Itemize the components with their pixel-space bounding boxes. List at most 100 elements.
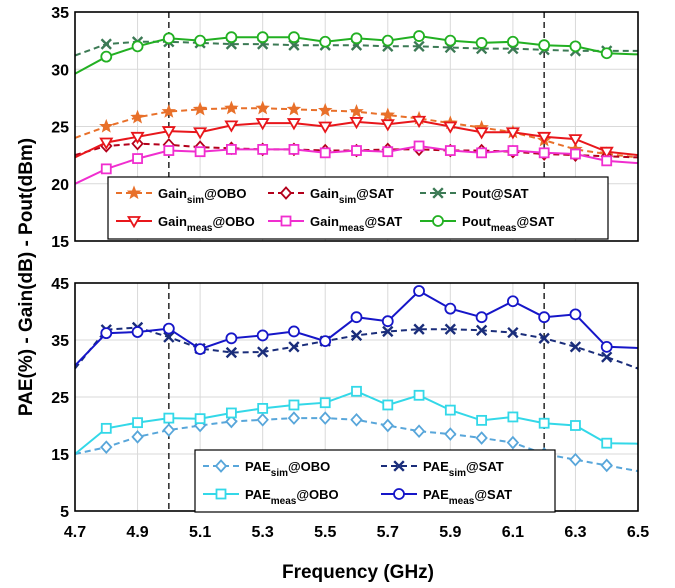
- data-point: [538, 147, 550, 159]
- data-point: [475, 311, 488, 324]
- data-point: [288, 325, 300, 338]
- x-tick-label: 5.3: [252, 524, 274, 541]
- data-point: [132, 153, 143, 164]
- data-point: [507, 411, 519, 423]
- data-point: [411, 115, 427, 129]
- y-tick-label: 25: [51, 120, 69, 137]
- data-point: [319, 335, 332, 348]
- x-tick-label: 5.9: [439, 524, 461, 541]
- series-pae-meas-sat: [74, 285, 639, 367]
- data-point: [413, 389, 425, 401]
- x-tick-label: 6.5: [627, 524, 649, 541]
- legend-entry: PAEsim@OBO: [203, 459, 330, 479]
- data-point: [538, 417, 550, 429]
- plot-frame: [74, 11, 639, 242]
- legend-label: Gainsim@SAT: [310, 186, 394, 206]
- data-point: [349, 104, 364, 118]
- legend: PAEsim@OBO PAEsim@SAT PAEmeas@OBO PAEmeas@S…: [194, 449, 556, 513]
- data-point: [413, 30, 425, 42]
- legend-label: Gainmeas@OBO: [158, 214, 255, 234]
- data-point: [351, 145, 362, 156]
- data-point: [163, 145, 175, 156]
- series-pout-meas-sat: [74, 30, 639, 75]
- data-point: [162, 32, 175, 45]
- data-point: [100, 38, 112, 50]
- legend-box: [107, 176, 609, 240]
- data-point: [507, 145, 519, 156]
- data-point: [99, 137, 114, 150]
- data-point: [194, 34, 207, 47]
- data-point: [162, 423, 176, 437]
- data-point: [131, 430, 144, 444]
- legend-entry: Gainsim@OBO: [116, 185, 246, 206]
- data-point: [475, 37, 488, 49]
- data-point: [413, 285, 425, 297]
- data-point: [601, 351, 613, 363]
- data-point: [506, 435, 520, 450]
- series-pae-meas-obo: [74, 385, 639, 455]
- data-point: [255, 118, 270, 131]
- data-point: [444, 145, 456, 156]
- data-point: [256, 31, 269, 44]
- data-point: [600, 458, 613, 473]
- legend-entry: PAEmeas@SAT: [381, 487, 512, 507]
- data-point: [130, 109, 145, 124]
- data-point: [443, 121, 458, 134]
- data-point: [413, 40, 425, 52]
- data-point: [350, 32, 363, 45]
- data-point: [225, 143, 237, 155]
- legend-entry: Gainmeas@OBO: [116, 214, 255, 234]
- y-tick-label: 30: [51, 62, 69, 79]
- data-point: [382, 146, 394, 158]
- data-point: [286, 118, 302, 131]
- legend-label: Poutmeas@SAT: [462, 214, 554, 234]
- data-point: [100, 422, 112, 434]
- data-point: [100, 327, 113, 340]
- legend-marker: [215, 488, 227, 500]
- data-point: [380, 119, 395, 132]
- series-pae-sim-obo: [74, 411, 639, 473]
- data-point: [225, 414, 238, 429]
- data-point: [505, 127, 520, 140]
- legend-marker: [280, 215, 292, 227]
- legend-marker: [214, 459, 228, 473]
- data-point: [381, 315, 394, 328]
- y-tick-label: 15: [51, 234, 69, 251]
- data-point: [257, 402, 269, 414]
- legend-marker: [432, 215, 444, 227]
- data-point: [444, 302, 457, 315]
- data-point: [257, 143, 269, 155]
- data-point: [288, 399, 300, 411]
- data-point: [257, 346, 269, 358]
- legend-marker: [393, 460, 405, 472]
- legend-marker: [393, 488, 405, 500]
- data-point: [194, 413, 206, 425]
- legend-entry: Poutmeas@SAT: [420, 214, 554, 234]
- data-point: [132, 417, 143, 429]
- data-point: [100, 163, 112, 175]
- legend-label: Gainmeas@SAT: [310, 214, 402, 234]
- y-tick-label: 45: [51, 276, 69, 293]
- data-point: [288, 31, 300, 44]
- series-line: [74, 289, 639, 367]
- x-tick-label: 4.7: [64, 524, 86, 541]
- data-point: [507, 326, 519, 339]
- data-point: [256, 412, 269, 427]
- y-tick-label: 35: [51, 5, 69, 22]
- data-point: [256, 329, 269, 342]
- data-point: [319, 397, 331, 409]
- data-point: [537, 131, 552, 145]
- legend-marker: [126, 216, 142, 229]
- top-panel: 15 20 25 30 35 Gainsim@OBO Gainsim@SAT Pout@SAT…: [51, 5, 639, 251]
- legend-label: Pout@SAT: [462, 186, 529, 201]
- x-tick-label: 5.5: [314, 524, 336, 541]
- legend-marker: [279, 186, 293, 200]
- data-point: [444, 427, 457, 441]
- data-point: [100, 440, 113, 454]
- data-point: [100, 50, 113, 63]
- legend-label: PAEsim@OBO: [245, 459, 330, 479]
- x-tick-label: 6.3: [564, 524, 586, 541]
- data-point: [538, 39, 551, 52]
- x-tick-label: 6.1: [502, 524, 524, 541]
- data-point: [476, 414, 488, 426]
